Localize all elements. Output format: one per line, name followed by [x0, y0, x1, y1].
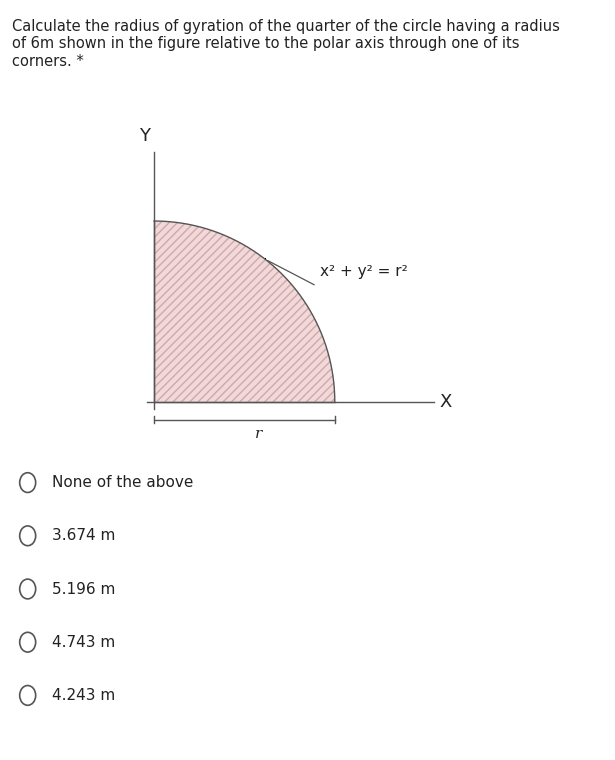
Text: 4.743 m: 4.743 m — [52, 635, 116, 650]
Text: 5.196 m: 5.196 m — [52, 581, 116, 597]
Text: r: r — [255, 427, 263, 441]
Polygon shape — [154, 221, 335, 402]
Text: Calculate the radius of gyration of the quarter of the circle having a radius
of: Calculate the radius of gyration of the … — [12, 19, 560, 69]
Text: None of the above: None of the above — [52, 475, 194, 490]
Text: 3.674 m: 3.674 m — [52, 528, 116, 543]
Text: X: X — [440, 393, 452, 410]
Text: 4.243 m: 4.243 m — [52, 688, 116, 703]
Text: x² + y² = r²: x² + y² = r² — [320, 264, 408, 279]
Text: Y: Y — [140, 127, 151, 145]
